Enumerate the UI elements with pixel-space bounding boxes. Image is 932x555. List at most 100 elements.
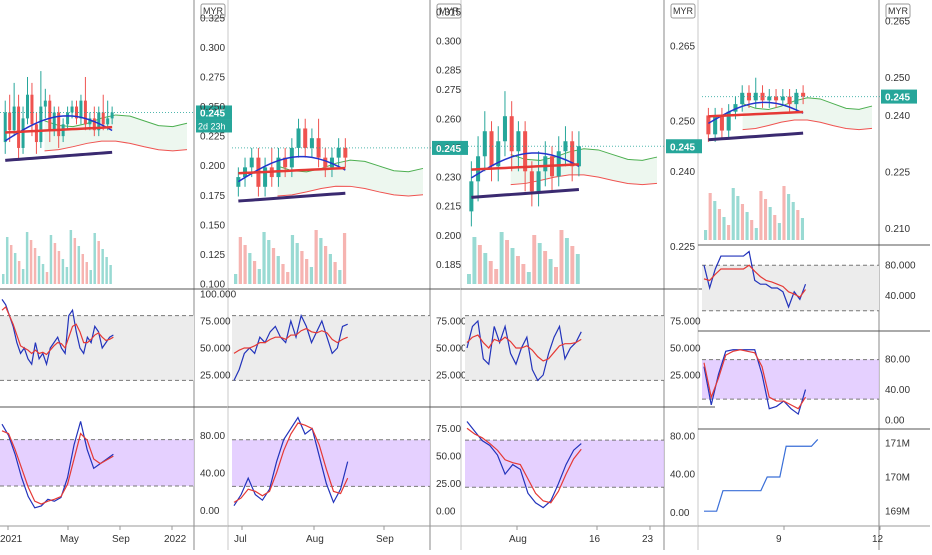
- stochastic-pane: [0, 299, 194, 381]
- volume-bar: [717, 209, 721, 240]
- candle-body: [25, 94, 29, 119]
- volume-bar: [57, 251, 61, 284]
- volume-bar: [25, 232, 29, 284]
- price-pane: [232, 3, 468, 284]
- volume-bar: [727, 225, 731, 240]
- candle-body: [496, 141, 501, 167]
- cumulative-volume-line: [704, 439, 819, 512]
- blue-moving-average: [237, 155, 346, 183]
- oscillator-tick-label: 40.00: [885, 385, 910, 396]
- oscillator-tick-label: 50.00: [436, 452, 461, 463]
- volume-bar: [286, 272, 290, 284]
- last-price-badge: [666, 139, 702, 154]
- volume-bar: [41, 264, 45, 284]
- volume-bar: [314, 230, 318, 284]
- volume-bar: [53, 243, 57, 284]
- volume-bar: [713, 201, 717, 240]
- oscillator-tick-label: 80.000: [885, 261, 916, 272]
- oscillator-tick-label: 0.00: [436, 507, 456, 518]
- oscillator-line-red: [466, 427, 582, 504]
- volume-bar: [290, 235, 295, 284]
- red-moving-average: [471, 163, 579, 171]
- overbought-oversold-band: [232, 439, 430, 487]
- cloud-leading-span-a: [510, 148, 658, 161]
- candle-body: [563, 141, 568, 152]
- time-axis-label: 2021: [0, 534, 23, 545]
- stochastic-pane: [232, 313, 430, 381]
- countdown-value: 2d 23h: [198, 121, 226, 131]
- candle-body: [43, 100, 47, 107]
- time-axis-label: Aug: [306, 534, 324, 545]
- price-tick-label: 0.265: [885, 17, 910, 28]
- oscillator-tick-label: 80.00: [885, 354, 910, 365]
- time-axis-label: Aug: [509, 534, 527, 545]
- price-tick-label: 0.240: [670, 167, 695, 178]
- currency-label: MYR: [673, 6, 694, 16]
- candle-body: [48, 100, 52, 131]
- volume-bar: [704, 230, 708, 240]
- oscillator-tick-label: 25.000: [200, 371, 231, 382]
- volume-bar: [85, 262, 88, 284]
- price-tick-label: 0.300: [436, 36, 461, 47]
- volume-bar: [271, 248, 276, 284]
- time-axis-label: Sep: [376, 534, 394, 545]
- volume-tick-label: 170M: [885, 473, 910, 484]
- volume-bar: [13, 253, 17, 284]
- candle-body: [706, 115, 711, 135]
- price-tick-label: 0.150: [200, 220, 225, 231]
- last-price-value: 0.245: [200, 108, 225, 119]
- oscillator-line-blue: [466, 319, 582, 382]
- volume-bar: [81, 254, 85, 284]
- candle-body: [83, 100, 87, 125]
- volume-bar: [29, 240, 33, 284]
- rsi-pane: [0, 421, 194, 509]
- price-tick-label: 0.200: [200, 161, 225, 172]
- last-price-value: 0.245: [436, 144, 461, 155]
- candle-body: [523, 131, 528, 172]
- candle-body: [801, 92, 806, 97]
- volume-tick-label: 171M: [885, 438, 910, 449]
- volume-bar: [9, 245, 13, 284]
- oscillator-tick-label: 0.00: [885, 416, 905, 427]
- price-tick-label: 0.275: [200, 72, 225, 83]
- oscillator-line-blue: [703, 349, 807, 416]
- volume-bar: [554, 267, 558, 284]
- candle-body: [236, 177, 241, 187]
- volume-bar: [515, 256, 520, 284]
- price-tick-label: 0.260: [436, 114, 461, 125]
- volume-bar: [319, 238, 323, 284]
- candle-body: [576, 146, 581, 167]
- candle-body: [8, 112, 12, 131]
- price-tick-label: 0.250: [670, 117, 695, 128]
- volume-bar: [505, 240, 510, 284]
- candle-body: [740, 92, 745, 105]
- candle-body: [276, 157, 281, 178]
- cloud-leading-span-b: [44, 140, 188, 152]
- volume-bar: [526, 272, 531, 284]
- volume-bar: [740, 204, 745, 240]
- candle-body: [719, 115, 724, 131]
- oscillator-tick-label: 75.000: [200, 317, 231, 328]
- volume-bar: [305, 259, 309, 284]
- currency-badge: [670, 3, 696, 19]
- stochastic-pane: [702, 250, 879, 312]
- rsi-pane: [702, 349, 879, 416]
- candle-body: [482, 131, 487, 157]
- volume-bar: [564, 238, 569, 284]
- currency-badge: [436, 3, 462, 19]
- oscillator-tick-label: 0.00: [670, 508, 690, 519]
- navy-moving-average: [238, 191, 346, 203]
- volume-bar: [276, 256, 280, 284]
- candle-body: [39, 106, 43, 143]
- candle-body: [66, 112, 70, 125]
- cloud-leading-span-b: [742, 119, 873, 131]
- volume-bar: [477, 245, 482, 284]
- overbought-oversold-band: [702, 265, 879, 311]
- price-tick-label: 0.300: [200, 43, 225, 54]
- volume-bar: [328, 254, 332, 284]
- price-tick-label: 0.250: [885, 73, 910, 84]
- price-tick-label: 0.240: [885, 111, 910, 122]
- volume-bar: [510, 248, 515, 284]
